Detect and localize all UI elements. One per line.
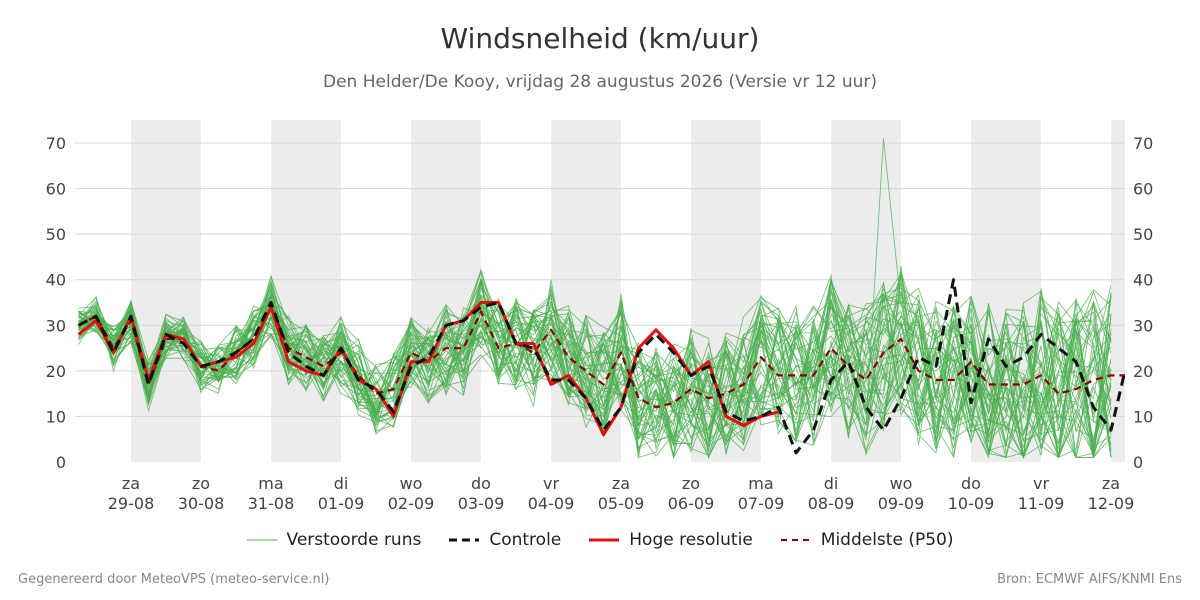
x-tick-date-label: 07-09 bbox=[738, 494, 785, 513]
x-tick-date-label: 06-09 bbox=[668, 494, 715, 513]
x-tick-date-label: 01-09 bbox=[318, 494, 365, 513]
y-tick-label-left: 40 bbox=[46, 271, 66, 290]
legend: Verstoorde runs Controle Hoge resolutie … bbox=[0, 530, 1200, 550]
legend-swatch-ensemble bbox=[246, 539, 277, 541]
y-tick-label-left: 10 bbox=[46, 407, 66, 426]
x-tick-date-label: 05-09 bbox=[598, 494, 645, 513]
chart-title: Windsnelheid (km/uur) bbox=[440, 22, 760, 55]
x-tick-day-label: vr bbox=[543, 474, 559, 493]
series-line-middelste-p50- bbox=[77, 306, 1125, 409]
x-tick-date-label: 10-09 bbox=[948, 494, 995, 513]
ensemble-member-line bbox=[78, 293, 1112, 459]
y-tick-label-right: 50 bbox=[1133, 225, 1153, 244]
x-tick-day-label: ma bbox=[258, 474, 283, 493]
y-tick-label-left: 0 bbox=[56, 453, 66, 472]
ensemble-member-line bbox=[78, 279, 1112, 458]
y-tick-label-left: 30 bbox=[46, 316, 66, 335]
legend-item-median[interactable]: Middelste (P50) bbox=[780, 530, 954, 550]
x-tick-day-label: zo bbox=[682, 474, 700, 493]
x-tick-date-label: 12-09 bbox=[1088, 494, 1135, 513]
x-tick-day-label: za bbox=[122, 474, 140, 493]
ensemble-member-line bbox=[78, 288, 1112, 458]
day-band bbox=[1111, 120, 1125, 462]
y-tick-label-left: 70 bbox=[46, 134, 66, 153]
y-tick-label-right: 10 bbox=[1133, 407, 1153, 426]
footer-credit: Gegenereerd door MeteoVPS (meteo-service… bbox=[18, 572, 330, 587]
x-tick-date-label: 30-08 bbox=[178, 494, 225, 513]
legend-swatch-high-res bbox=[589, 538, 620, 542]
ensemble-member-line bbox=[78, 298, 1112, 459]
x-tick-date-label: 08-09 bbox=[808, 494, 855, 513]
ensemble-member-line bbox=[78, 292, 1112, 458]
legend-label-high-res: Hoge resolutie bbox=[629, 530, 753, 550]
x-tick-date-label: 29-08 bbox=[108, 494, 155, 513]
ensemble-member-line bbox=[78, 274, 1112, 450]
x-tick-day-label: za bbox=[612, 474, 630, 493]
day-band bbox=[271, 120, 341, 462]
legend-label-control: Controle bbox=[489, 530, 562, 550]
ensemble-member-line bbox=[78, 293, 1112, 459]
ensemble-members bbox=[78, 138, 1112, 460]
y-tick-label-right: 60 bbox=[1133, 180, 1153, 199]
legend-swatch-median bbox=[780, 539, 811, 541]
legend-item-control[interactable]: Controle bbox=[449, 530, 561, 550]
day-band bbox=[411, 120, 481, 462]
x-tick-date-label: 04-09 bbox=[528, 494, 575, 513]
x-tick-date-label: 11-09 bbox=[1018, 494, 1065, 513]
y-tick-label-right: 70 bbox=[1133, 134, 1153, 153]
x-tick-date-label: 03-09 bbox=[458, 494, 505, 513]
y-tick-label-left: 60 bbox=[46, 180, 66, 199]
x-tick-day-label: wo bbox=[400, 474, 423, 493]
x-tick-day-label: za bbox=[1102, 474, 1120, 493]
chart-subtitle: Den Helder/De Kooy, vrijdag 28 augustus … bbox=[323, 72, 877, 92]
legend-label-ensemble: Verstoorde runs bbox=[286, 530, 422, 550]
x-tick-day-label: di bbox=[824, 474, 839, 493]
y-tick-label-right: 0 bbox=[1133, 453, 1143, 472]
x-tick-day-label: di bbox=[334, 474, 349, 493]
series-line-controle bbox=[77, 278, 1127, 455]
day-band bbox=[131, 120, 201, 462]
ensemble-member-line bbox=[78, 299, 1112, 457]
x-tick-date-label: 09-09 bbox=[878, 494, 925, 513]
footer-source: Bron: ECMWF AIFS/KNMI Ens bbox=[997, 572, 1182, 587]
x-tick-day-label: ma bbox=[748, 474, 773, 493]
x-tick-day-label: zo bbox=[192, 474, 210, 493]
ensemble-member-line bbox=[78, 273, 1112, 458]
legend-swatch-control bbox=[449, 538, 480, 542]
y-tick-label-right: 40 bbox=[1133, 271, 1153, 290]
x-tick-day-label: do bbox=[961, 474, 981, 493]
x-tick-day-label: wo bbox=[890, 474, 913, 493]
x-tick-day-label: do bbox=[471, 474, 491, 493]
legend-label-median: Middelste (P50) bbox=[820, 530, 954, 550]
ensemble-member-line bbox=[78, 293, 1112, 459]
x-tick-day-label: vr bbox=[1033, 474, 1049, 493]
y-tick-label-right: 20 bbox=[1133, 362, 1153, 381]
y-tick-label-left: 50 bbox=[46, 225, 66, 244]
x-tick-date-label: 31-08 bbox=[248, 494, 295, 513]
y-tick-label-left: 20 bbox=[46, 362, 66, 381]
x-tick-date-label: 02-09 bbox=[388, 494, 435, 513]
ensemble-member-line bbox=[78, 272, 1112, 458]
y-tick-label-right: 30 bbox=[1133, 316, 1153, 335]
series-lines bbox=[77, 278, 1127, 455]
legend-item-high-res[interactable]: Hoge resolutie bbox=[589, 530, 753, 550]
legend-item-ensemble[interactable]: Verstoorde runs bbox=[246, 530, 422, 550]
